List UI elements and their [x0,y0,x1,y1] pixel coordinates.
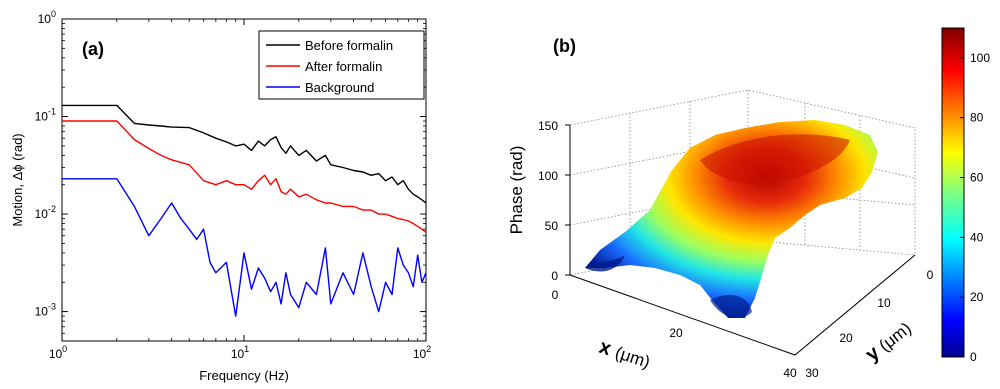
x-tick-labels-a: 100 101 102 [49,344,431,361]
y-tick-30: 30 [805,366,819,380]
colorbar-tick-label: 80 [970,111,984,125]
y-axis-unit: (μm) [875,319,914,356]
y-tick-label: 10-1 [35,107,56,124]
legend-label-before-formalin: Before formalin [305,38,393,53]
z-tick-50: 50 [545,219,559,233]
z-tick-0: 0 [551,269,558,283]
x-tick-label: 100 [49,344,67,361]
colorbar-tick-label: 60 [970,171,984,185]
y-tick-label: 10-2 [35,204,56,221]
surface-peak-region [700,134,850,185]
panel-a: 100 101 102 10-3 10-2 10-1 100 (a) Frequency … [10,9,431,383]
x-axis-label-a: Frequency (Hz) [199,368,289,383]
3d-floor-axes [569,125,916,356]
y-tick-20: 20 [839,331,853,345]
z-axis-label-b: Phase (rad) [507,146,526,235]
legend-label-after-formalin: After formalin [305,59,382,74]
series-line-after-formalin [62,120,426,233]
y-tick-label: 10-3 [35,302,56,319]
x-axis-unit: (μm) [613,343,652,372]
x-tick-40: 40 [783,366,797,380]
x-tick-label: 102 [413,344,431,361]
x-axis-label-b: x (μm) [596,336,652,372]
surface-edge-region [585,255,625,272]
y-tick-0: 0 [927,268,934,282]
x-axis-symbol: x [596,336,613,360]
colorbar-ticks: 0 20 40 60 80 100 [960,51,990,364]
z-tick-150: 150 [538,119,558,133]
series-line-before-formalin [62,104,426,204]
colorbar-tick-label: 40 [970,230,984,244]
y-axis-label-b: y (μm) [862,319,915,366]
y-tick-labels-a: 10-3 10-2 10-1 100 [35,9,56,319]
colorbar-tick-label: 20 [970,290,984,304]
x-tick-label: 101 [231,344,249,361]
colorbar: 0 20 40 60 80 100 [941,27,990,364]
x-tick-20: 20 [669,326,683,340]
x-tick-0: 0 [552,288,559,302]
panel-label-b: (b) [553,36,576,56]
z-ticks [565,124,570,276]
y-axis-label-a: Motion, Δϕ (rad) [10,133,25,226]
panel-label-a: (a) [82,39,104,59]
y-tick-label: 100 [38,9,56,26]
legend-label-background: Background [305,80,374,95]
minor-ticks-a [61,18,427,342]
z-tick-100: 100 [538,169,558,183]
y-tick-10: 10 [877,296,891,310]
colorbar-gradient [941,27,965,358]
phase-surface [585,120,878,318]
surface-valley-region [710,294,752,318]
colorbar-tick-label: 0 [970,350,977,364]
floor-front-edges [569,254,916,356]
series-lines-a [62,104,426,317]
back-wall-gridlines [569,139,916,226]
series-line-background [62,178,426,317]
panel-b: 0 50 100 150 0 20 40 0 10 20 30 (b) Phas… [507,27,990,380]
legend-a: Before formalin After formalin Backgroun… [258,30,425,100]
colorbar-tick-label: 100 [970,51,990,65]
